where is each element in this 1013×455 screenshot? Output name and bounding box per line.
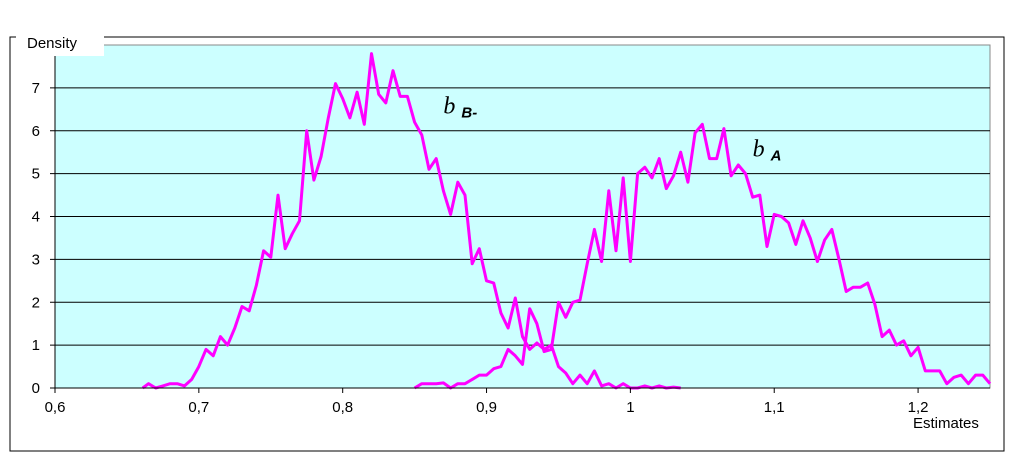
y-tick-label-6: 6 xyxy=(32,123,40,140)
x-tick-label-5: 1,1 xyxy=(764,399,785,416)
y-tick-label-4: 4 xyxy=(32,209,40,226)
x-tick-label-6: 1,2 xyxy=(908,399,929,416)
series-line-b-0 xyxy=(141,52,681,390)
x-axis-label: Estimates xyxy=(913,415,979,432)
x-tick-label-1: 0,7 xyxy=(188,399,209,416)
series-group xyxy=(141,52,992,390)
y-tick-label-1: 1 xyxy=(32,337,40,354)
series-label-0: b B- xyxy=(443,94,477,122)
gridlines xyxy=(55,87,990,346)
axes: 0 1 2 3 4 5 6 7 0,6 0,7 0,8 0,9 1 1,1 1,2 xyxy=(32,45,990,416)
y-tick-label-2: 2 xyxy=(32,294,40,311)
ylabel-background xyxy=(16,28,104,56)
x-tick-label-2: 0,8 xyxy=(332,399,353,416)
y-tick-label-5: 5 xyxy=(32,166,40,183)
y-tick-label-0: 0 xyxy=(32,380,40,397)
x-tick-label-4: 1 xyxy=(626,399,634,416)
x-tick-label-3: 0,9 xyxy=(476,399,497,416)
series-line-a-1 xyxy=(413,122,992,390)
y-axis-label: Density xyxy=(27,35,78,52)
labels: Density Estimates b B-b A xyxy=(16,28,979,432)
y-tick-label-7: 7 xyxy=(32,80,40,97)
y-tick-label-3: 3 xyxy=(32,251,40,268)
x-tick-label-0: 0,6 xyxy=(45,399,66,416)
